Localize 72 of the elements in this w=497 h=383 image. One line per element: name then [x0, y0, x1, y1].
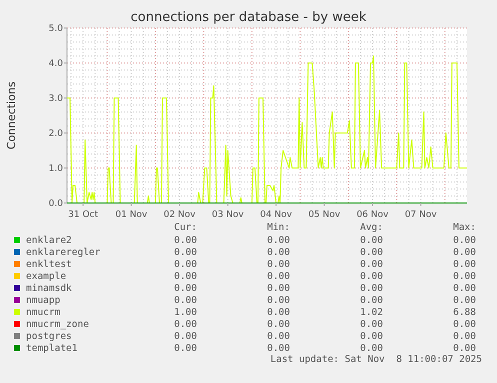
- text: 0.00: [267, 235, 290, 246]
- text: 0.00: [360, 295, 384, 306]
- text: 0.00: [174, 295, 198, 306]
- text: 0.00: [453, 295, 476, 306]
- legend-label: example: [26, 271, 66, 282]
- legend-label: minamsdk: [26, 283, 72, 294]
- x-tick-label: 01 Nov: [115, 210, 148, 220]
- text: 0.00: [174, 331, 198, 342]
- y-tick-label: 5.0: [48, 24, 64, 34]
- text: 1.00: [174, 307, 198, 318]
- text: 1.02: [360, 307, 383, 318]
- text: 0.00: [267, 343, 290, 354]
- x-tick-label: 07 Nov: [404, 210, 438, 220]
- legend-label: nmucrm: [26, 307, 61, 318]
- text: 0.00: [360, 247, 384, 258]
- text: 0.00: [267, 259, 290, 270]
- legend-label: enklareregler: [26, 247, 101, 258]
- text: 0.00: [174, 319, 198, 330]
- text: 0.00: [174, 247, 198, 258]
- text: 0.00: [267, 307, 290, 318]
- text: 0.00: [360, 283, 384, 294]
- y-axis-title: Connections: [5, 81, 18, 150]
- text: 0.00: [267, 283, 290, 294]
- text: 0.00: [174, 235, 198, 246]
- text: 0.00: [453, 259, 476, 270]
- text: 0.00: [453, 331, 476, 342]
- legend-label: postgres: [26, 331, 72, 342]
- text: 0.00: [267, 247, 290, 258]
- text: 0.00: [174, 271, 198, 282]
- text: 0.00: [360, 271, 384, 282]
- text: 0.00: [453, 319, 476, 330]
- legend-label: enkltest: [26, 259, 72, 270]
- x-tick-label: 02 Nov: [164, 210, 196, 220]
- text: 0.00: [174, 259, 198, 270]
- x-tick-label: 06 Nov: [356, 210, 390, 220]
- text: 0.00: [360, 331, 384, 342]
- y-tick-label: 1.0: [48, 164, 64, 174]
- text: 0.00: [174, 283, 198, 294]
- text: 0.00: [267, 271, 290, 282]
- text: 0.00: [267, 295, 290, 306]
- x-tick-label: 03 Nov: [212, 210, 244, 220]
- text: Max:: [453, 222, 476, 233]
- text: 0.00: [453, 271, 476, 282]
- text: 0.00: [360, 259, 384, 270]
- text: Cur:: [174, 222, 197, 233]
- text: 0.00: [267, 319, 290, 330]
- chart-title: connections per database - by week: [130, 10, 367, 25]
- text: 0.00: [453, 247, 476, 258]
- text: Min:: [267, 222, 290, 233]
- text: 0.00: [267, 331, 290, 342]
- y-tick-label: 4.0: [48, 59, 64, 69]
- text: 0.00: [453, 235, 476, 246]
- text: 0.00: [360, 235, 384, 246]
- text: 6.88: [453, 307, 476, 318]
- text: 0.00: [360, 343, 384, 354]
- x-tick-label: 31 Oct: [68, 210, 98, 220]
- legend-label: nmuapp: [26, 295, 61, 306]
- text: 0.00: [174, 343, 198, 354]
- x-tick-label: 05 Nov: [308, 210, 341, 220]
- y-tick-label: 2.0: [48, 129, 64, 139]
- y-tick-label: 0.0: [48, 199, 64, 209]
- text: Avg:: [360, 222, 383, 233]
- text: 0.00: [453, 283, 476, 294]
- y-tick-label: 3.0: [48, 94, 64, 104]
- legend-label: nmucrm_zone: [26, 319, 90, 330]
- x-tick-label: 04 Nov: [260, 210, 293, 220]
- text: Last update: Sat Nov 8 11:00:07 2025: [270, 354, 482, 365]
- text: 0.00: [453, 343, 476, 354]
- legend-label: template1: [26, 343, 78, 354]
- text: 0.00: [360, 319, 384, 330]
- legend-label: enklare2: [26, 235, 72, 246]
- line-series: [66, 56, 468, 204]
